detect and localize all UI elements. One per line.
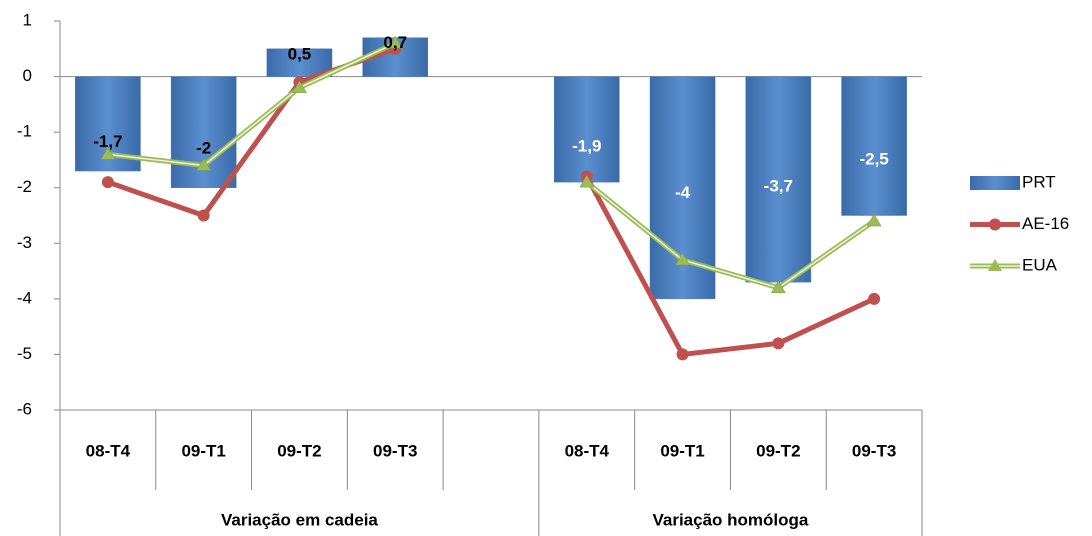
data-label: -3,7	[764, 176, 793, 195]
marker	[868, 292, 881, 305]
marker	[292, 80, 307, 93]
data-label: 0,5	[288, 44, 312, 63]
marker	[387, 35, 403, 49]
data-label: -4	[675, 183, 691, 202]
x-tick-label: 08-T4	[86, 441, 131, 460]
line-series-inner	[107, 42, 875, 289]
marker	[866, 213, 882, 227]
legend-swatch	[970, 176, 1020, 190]
legend-label: PRT	[1022, 172, 1056, 191]
legend-label: AE-16	[1022, 214, 1069, 233]
x-tick-label: 09-T3	[852, 441, 896, 460]
bar	[553, 76, 620, 183]
group-label: Variação homóloga	[652, 510, 808, 529]
marker	[579, 174, 595, 188]
legend-marker	[989, 218, 1001, 231]
marker	[676, 348, 689, 361]
bar	[745, 76, 812, 283]
y-tick-label: -6	[17, 399, 32, 418]
marker	[100, 146, 116, 160]
x-tick-label: 09-T3	[373, 441, 417, 460]
y-tick-label: -4	[17, 288, 32, 307]
data-label: -1,9	[572, 136, 601, 155]
y-tick-label: -5	[17, 344, 32, 363]
marker	[770, 280, 786, 293]
x-tick-label: 09-T2	[756, 441, 800, 460]
marker	[772, 337, 785, 350]
marker	[101, 176, 114, 189]
y-tick-label: 0	[23, 66, 32, 85]
x-tick-label: 08-T4	[565, 441, 610, 460]
marker	[197, 209, 210, 222]
data-label: -2,5	[859, 150, 888, 169]
legend-label: EUA	[1022, 255, 1058, 274]
y-tick-label: -1	[17, 122, 32, 141]
bar	[841, 76, 907, 216]
legend-marker	[988, 259, 1002, 271]
y-tick-label: 1	[23, 10, 32, 29]
x-tick-label: 09-T1	[181, 441, 225, 460]
marker	[196, 157, 212, 171]
data-label: 0,7	[383, 33, 407, 52]
y-tick-label: -3	[17, 233, 32, 252]
bar	[170, 76, 237, 188]
x-tick-label: 09-T2	[277, 441, 321, 460]
group-label: Variação em cadeia	[221, 510, 378, 529]
data-label: -1,7	[93, 132, 122, 151]
x-tick-label: 09-T1	[660, 441, 704, 460]
y-tick-label: -2	[17, 177, 32, 196]
marker	[675, 252, 690, 266]
data-label: -2	[196, 139, 211, 158]
